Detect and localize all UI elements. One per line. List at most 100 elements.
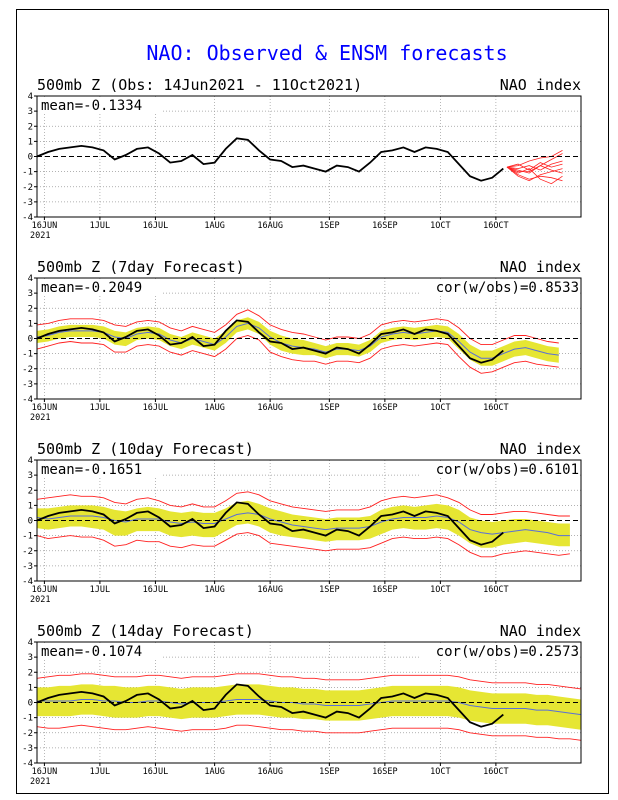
x-tick-label: 1JUL	[90, 221, 110, 231]
x-tick-label: 1JUL	[90, 767, 110, 777]
x-year-label: 2021	[30, 413, 50, 423]
x-tick-label: 16JUN	[32, 767, 58, 777]
y-tick-label: 3	[28, 107, 33, 117]
y-tick-label: -1	[22, 714, 33, 724]
x-tick-label: 16OCT	[483, 585, 509, 595]
stat-correlation: cor(w/obs)=0.8533	[436, 280, 579, 296]
y-tick-label: -4	[22, 213, 33, 223]
y-tick-label: 0	[28, 517, 33, 527]
y-tick-label: -2	[22, 729, 33, 739]
stat-mean-bg	[39, 280, 161, 296]
x-tick-label: 16SEP	[372, 403, 398, 413]
x-tick-label: 16JUL	[143, 403, 169, 413]
observed-nao-line	[36, 319, 504, 364]
x-year-label: 2021	[30, 231, 50, 241]
x-tick-label: 1SEP	[319, 403, 339, 413]
x-tick-label: 16JUL	[143, 767, 169, 777]
observed-nao-line	[36, 137, 504, 182]
x-tick-label: 1AUG	[204, 767, 224, 777]
x-tick-label: 16SEP	[372, 585, 398, 595]
stat-mean-bg	[39, 462, 161, 478]
x-tick-label: 16OCT	[483, 221, 509, 231]
x-tick-label: 1OCT	[430, 403, 450, 413]
stat-correlation-bg	[419, 462, 579, 478]
stat-mean: mean=-0.2049	[41, 280, 142, 296]
ensemble-mean-line	[36, 512, 570, 537]
y-tick-label: 4	[28, 638, 33, 648]
panel-index-label: NAO index	[500, 258, 581, 276]
ensemble-max-line	[36, 491, 570, 517]
y-tick-label: 4	[28, 274, 33, 284]
stat-mean-bg	[39, 644, 161, 660]
stat-mean: mean=-0.1651	[41, 462, 142, 478]
ensemble-max-line	[36, 673, 582, 690]
y-tick-label: 1	[28, 501, 33, 511]
x-tick-label: 16SEP	[372, 767, 398, 777]
forecast-member-8	[506, 162, 563, 171]
x-tick-label: 1SEP	[319, 221, 339, 231]
x-year-label: 2021	[30, 777, 50, 787]
y-tick-label: 3	[28, 653, 33, 663]
panel-index-label: NAO index	[500, 622, 581, 640]
forecast-member-6	[506, 160, 563, 171]
stat-correlation-bg	[419, 644, 579, 660]
forecast-member-7	[506, 166, 563, 185]
forecast-member-4	[506, 165, 563, 174]
y-tick-label: 4	[28, 92, 33, 102]
y-tick-label: 2	[28, 304, 33, 314]
y-tick-label: 1	[28, 137, 33, 147]
x-tick-label: 1SEP	[319, 585, 339, 595]
y-tick-label: 0	[28, 699, 33, 709]
stat-correlation: cor(w/obs)=0.2573	[436, 644, 579, 660]
stat-correlation: cor(w/obs)=0.6101	[436, 462, 579, 478]
x-tick-label: 1OCT	[430, 221, 450, 231]
x-tick-label: 16JUL	[143, 221, 169, 231]
x-tick-label: 16AUG	[257, 221, 283, 231]
x-tick-label: 1AUG	[204, 403, 224, 413]
x-tick-label: 16AUG	[257, 767, 283, 777]
y-tick-label: -4	[22, 759, 33, 769]
figure-frame	[16, 9, 609, 794]
panel-title: 500mb Z (10day Forecast)	[37, 440, 254, 458]
panel-title: 500mb Z (Obs: 14Jun2021 - 11Oct2021)	[37, 76, 362, 94]
ensemble-max-line	[36, 309, 559, 346]
x-tick-label: 16AUG	[257, 403, 283, 413]
x-tick-label: 16JUN	[32, 403, 58, 413]
x-tick-label: 1JUL	[90, 403, 110, 413]
forecast-member-5	[506, 166, 563, 182]
panel-title: 500mb Z (14day Forecast)	[37, 622, 254, 640]
observed-nao-line	[36, 683, 504, 728]
y-tick-label: 4	[28, 456, 33, 466]
x-tick-label: 16JUN	[32, 221, 58, 231]
y-tick-label: -1	[22, 350, 33, 360]
x-tick-label: 1OCT	[430, 585, 450, 595]
panel-title: 500mb Z (7day Forecast)	[37, 258, 245, 276]
x-tick-label: 1AUG	[204, 585, 224, 595]
y-tick-label: -2	[22, 183, 33, 193]
ensemble-min-line	[36, 335, 559, 374]
y-tick-label: -3	[22, 198, 33, 208]
ensemble-min-line	[36, 724, 582, 741]
x-tick-label: 16AUG	[257, 585, 283, 595]
y-tick-label: -1	[22, 168, 33, 178]
figure-title: NAO: Observed & ENSM forecasts	[146, 41, 507, 65]
x-tick-label: 1SEP	[319, 767, 339, 777]
x-tick-label: 16OCT	[483, 767, 509, 777]
y-tick-label: 2	[28, 122, 33, 132]
ensemble-min-line	[36, 532, 570, 558]
y-tick-label: 1	[28, 683, 33, 693]
y-tick-label: -2	[22, 547, 33, 557]
x-tick-label: 16SEP	[372, 221, 398, 231]
forecast-member-3	[506, 150, 563, 168]
y-tick-label: 0	[28, 153, 33, 163]
x-tick-label: 1AUG	[204, 221, 224, 231]
panel-index-label: NAO index	[500, 440, 581, 458]
y-tick-label: -3	[22, 380, 33, 390]
y-tick-label: -3	[22, 562, 33, 572]
y-tick-label: -3	[22, 744, 33, 754]
